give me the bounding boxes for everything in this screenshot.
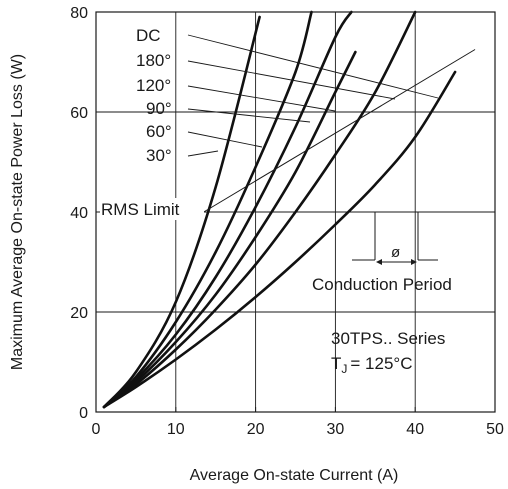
series-line-dc [102, 15, 261, 409]
x-tick-label: 40 [406, 421, 424, 438]
series-line-120 [102, 10, 353, 409]
leader-dc [187, 34, 439, 99]
series-line-180 [102, 10, 313, 409]
device-series-label: 30TPS.. Series [331, 329, 445, 348]
leader-60 [187, 131, 263, 148]
tj-value: = 125°C [350, 354, 412, 373]
curve-label-60: 60° [146, 122, 172, 141]
inset-arrowhead-left [376, 259, 382, 265]
series-line-30 [102, 70, 457, 409]
label-leader-lines [187, 34, 439, 157]
junction-temperature-label: TJ = 125°C [331, 354, 412, 376]
curve-label-30: 30° [146, 146, 172, 165]
tj-subscript: J [341, 362, 347, 376]
rms-limit-line [203, 49, 476, 213]
phi-symbol: ø [391, 244, 400, 261]
leader-180 [187, 60, 396, 100]
x-tick-label: 30 [327, 421, 345, 438]
curve-label-180: 180° [136, 51, 171, 70]
x-tick-label: 0 [92, 421, 101, 438]
curve-label-90: 90° [146, 99, 172, 118]
rms-limit-label-bg [100, 198, 204, 220]
series-curves [102, 10, 457, 409]
leader-120 [187, 85, 336, 112]
y-tick-label: 40 [70, 205, 88, 222]
x-tick-label: 10 [167, 421, 185, 438]
y-tick-label: 0 [79, 405, 88, 422]
series-line-90 [102, 50, 357, 409]
conduction-period-label: Conduction Period [312, 275, 452, 294]
conduction-period-inset: ø Conduction Period [312, 211, 452, 294]
leader-90 [187, 108, 311, 123]
x-axis-title: Average On-state Current (A) [190, 467, 399, 484]
leader-30 [187, 150, 219, 157]
x-tick-label: 50 [486, 421, 504, 438]
curve-label-dc: DC [136, 26, 161, 45]
y-axis-title: Maximum Average On-state Power Loss (W) [9, 54, 26, 370]
inset-arrowhead-right [411, 259, 417, 265]
curve-label-120: 120° [136, 76, 171, 95]
x-tick-label: 20 [247, 421, 265, 438]
y-tick-label: 60 [70, 105, 88, 122]
y-tick-label: 80 [70, 5, 88, 22]
rms-limit-label: RMS Limit [101, 200, 180, 219]
y-tick-label: 20 [70, 305, 88, 322]
axis-ticks: 0 10 20 30 40 50 0 20 40 60 80 [70, 5, 504, 438]
series-line-60 [102, 10, 417, 409]
tj-prefix: T [331, 354, 341, 373]
